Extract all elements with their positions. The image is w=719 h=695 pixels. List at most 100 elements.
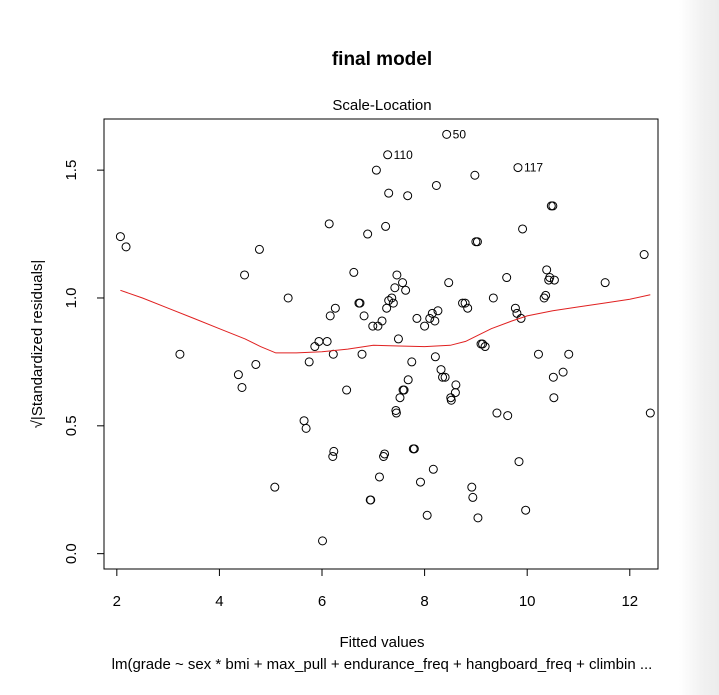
lowess-smoother-line: [120, 289, 651, 354]
data-point: [440, 372, 450, 382]
data-point: [558, 367, 568, 377]
data-point: [533, 349, 543, 359]
data-point: [121, 242, 131, 252]
data-points: [115, 129, 655, 546]
data-point: [403, 375, 413, 385]
data-point: [373, 321, 383, 331]
data-point: [301, 423, 311, 433]
data-point: [450, 388, 460, 398]
model-formula-caption: lm(grade ~ sex * bmi + max_pull + endura…: [112, 656, 653, 673]
data-point: [463, 303, 473, 313]
data-point: [442, 129, 452, 139]
data-point: [422, 510, 432, 520]
data-point: [600, 278, 610, 288]
data-point: [322, 336, 332, 346]
data-point: [436, 365, 446, 375]
data-point: [473, 513, 483, 523]
data-point: [382, 303, 392, 313]
x-tick-label: 10: [519, 593, 536, 610]
data-point: [433, 306, 443, 316]
data-point: [549, 275, 559, 285]
data-point: [399, 385, 409, 395]
data-point: [395, 393, 405, 403]
data-point: [384, 296, 394, 306]
data-point: [512, 308, 522, 318]
data-point: [510, 303, 520, 313]
point-label: 50: [453, 127, 467, 141]
data-point: [392, 270, 402, 280]
x-tick-label: 6: [318, 593, 326, 610]
data-point: [384, 188, 394, 198]
data-point: [564, 349, 574, 359]
data-point: [430, 352, 440, 362]
data-point: [430, 316, 440, 326]
data-point: [383, 150, 393, 160]
data-point: [355, 298, 365, 308]
data-point: [548, 201, 558, 211]
data-point: [420, 321, 430, 331]
data-point: [516, 313, 526, 323]
y-axis: 0.0 0.5 1.0 1.5: [63, 160, 105, 564]
data-point: [342, 385, 352, 395]
data-point: [115, 232, 125, 242]
data-point: [470, 170, 480, 180]
plot-frame: [103, 118, 659, 570]
data-point: [328, 452, 338, 461]
data-point: [478, 339, 488, 349]
point-labels: 50 110 117: [394, 127, 544, 174]
y-tick-label: 0.5: [63, 415, 80, 436]
data-point: [270, 482, 280, 492]
y-tick-label: 1.5: [63, 160, 80, 181]
y-tick-label: 0.0: [63, 543, 80, 564]
data-point: [514, 457, 524, 467]
data-point: [283, 293, 293, 303]
chart-title: final model: [332, 49, 432, 70]
data-point: [304, 357, 314, 367]
data-point: [398, 278, 408, 288]
data-point: [240, 270, 250, 280]
data-point: [330, 303, 340, 313]
data-point: [233, 370, 243, 380]
data-point: [458, 298, 468, 308]
data-point: [513, 163, 523, 173]
y-tick-label: 1.0: [63, 288, 80, 309]
data-point: [314, 336, 324, 346]
x-tick-label: 2: [113, 593, 121, 610]
data-point: [460, 298, 470, 308]
data-point: [467, 482, 477, 492]
data-point: [366, 495, 376, 505]
x-axis-label: Fitted values: [339, 634, 424, 651]
data-point: [541, 290, 551, 300]
x-tick-label: 4: [215, 593, 223, 610]
data-point: [451, 380, 461, 390]
data-point: [488, 293, 498, 303]
data-point: [542, 265, 552, 275]
data-point: [368, 321, 378, 331]
data-point: [299, 416, 309, 426]
data-point: [371, 165, 381, 175]
data-point: [251, 359, 261, 369]
data-point: [237, 382, 247, 392]
x-axis: 2 4 6 8 10 12: [113, 568, 638, 610]
point-label: 110: [394, 148, 413, 162]
data-point: [428, 464, 438, 474]
data-point: [328, 349, 338, 359]
data-point: [401, 285, 411, 295]
data-point: [645, 408, 655, 418]
data-point: [472, 237, 482, 247]
data-point: [438, 372, 448, 382]
data-point: [639, 250, 649, 260]
data-point: [175, 349, 185, 359]
data-point: [357, 349, 367, 359]
data-point: [518, 224, 528, 234]
data-point: [409, 444, 419, 454]
data-point: [374, 472, 384, 482]
point-label: 117: [524, 161, 543, 175]
data-point: [388, 298, 398, 308]
chart-subtitle: Scale-Location: [332, 97, 431, 114]
data-point: [325, 311, 335, 321]
data-point: [377, 316, 387, 326]
data-point: [407, 357, 417, 367]
data-point: [480, 342, 490, 352]
